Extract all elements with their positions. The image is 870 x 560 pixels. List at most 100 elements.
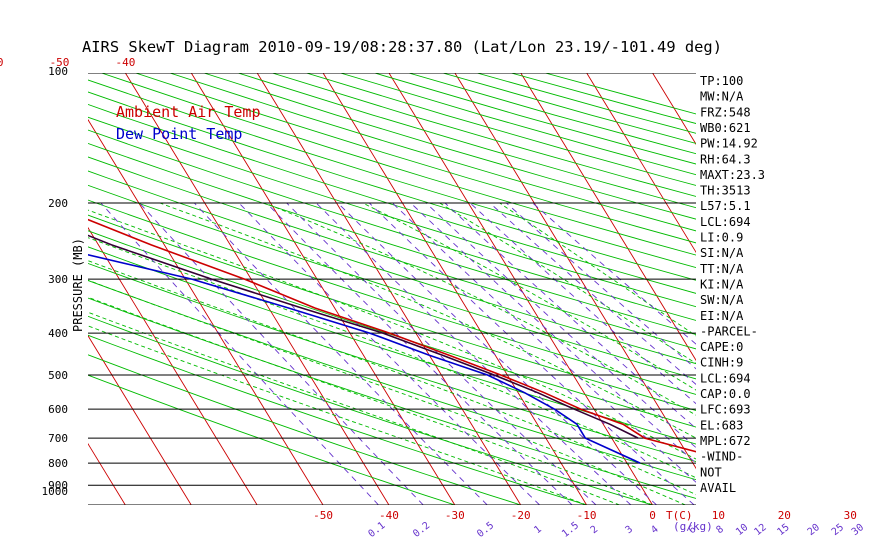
pressure-tick-label: 600 — [48, 403, 68, 416]
mixing-ratio-line — [506, 202, 696, 370]
stat-line: MPL:672 — [700, 434, 751, 448]
dry-adiabat-line — [88, 262, 696, 463]
dry-adiabat-line — [88, 297, 696, 499]
moist-adiabat-line — [88, 260, 696, 496]
parcel-line — [88, 234, 639, 439]
pressure-tick-label: 700 — [48, 432, 68, 445]
mixing-ratio-label: 0.5 — [475, 520, 496, 540]
ambient-temp-line — [88, 218, 696, 453]
pressure-tick-label: 900 — [48, 479, 68, 492]
mixing-ratio-label: 20 — [806, 522, 822, 538]
dry-adiabat-line — [88, 129, 696, 321]
mixing-ratio-label: 0.1 — [366, 520, 387, 540]
moist-adiabat-line — [88, 279, 686, 505]
dry-adiabat-line — [101, 73, 696, 256]
moist-adiabat-line — [88, 325, 587, 505]
mixing-ratio-line — [315, 202, 632, 505]
stat-line: LFC:693 — [700, 403, 751, 417]
chart-title: AIRS SkewT Diagram 2010-09-19/08:28:37.8… — [82, 38, 722, 56]
bottom-temp-tick-label: 10 — [712, 509, 725, 522]
isotherm-line — [88, 334, 192, 505]
mixing-unit-label: (g/kg) — [673, 520, 713, 533]
bottom-temp-tick-label: 20 — [778, 509, 791, 522]
bottom-temp-tick-label: -10 — [577, 509, 597, 522]
dry-adiabat-line — [88, 230, 696, 428]
isotherm-line — [256, 73, 522, 505]
plot-area — [88, 73, 870, 505]
stat-line: KI:N/A — [700, 277, 744, 291]
mixing-ratio-label: 3 — [624, 524, 636, 536]
moist-adiabat-line — [439, 202, 696, 364]
mixing-ratio-label: 1.5 — [560, 520, 581, 540]
x-unit-label: T(C) — [666, 509, 693, 522]
isotherm-line — [520, 73, 696, 362]
mixing-ratio-line — [489, 202, 696, 385]
dry-adiabat-line — [88, 79, 696, 268]
stat-line: LI:0.9 — [700, 231, 743, 245]
dry-adiabat-line — [340, 73, 696, 176]
stat-line: LCL:694 — [700, 371, 751, 385]
mixing-ratio-label: 12 — [753, 522, 769, 538]
mixing-ratio-label: 25 — [830, 522, 846, 538]
dry-adiabat-line — [442, 73, 696, 144]
bottom-temp-tick-label: -30 — [445, 509, 465, 522]
dry-adiabat-line — [88, 315, 653, 505]
bottom-temp-tick-label: 30 — [844, 509, 857, 522]
mixing-ratio-label: 15 — [775, 522, 791, 538]
top-temp-tick-label: -50 — [50, 56, 70, 69]
legend-ambient: Ambient Air Temp — [116, 103, 261, 121]
moist-adiabat-line — [88, 311, 620, 505]
dry-adiabat-line — [272, 73, 696, 197]
mixing-ratio-line — [469, 202, 696, 405]
mixing-ratio-label: 0.2 — [411, 520, 432, 540]
pressure-tick-label: 300 — [48, 273, 68, 286]
isotherm-line — [88, 226, 258, 505]
mixing-ratio-line — [532, 202, 696, 345]
mixing-ratio-label: 2 — [589, 524, 601, 536]
dry-adiabat-line — [88, 91, 696, 281]
dry-adiabat-line — [88, 214, 696, 411]
mixing-ratio-label: 1 — [532, 524, 544, 536]
moist-adiabat-line — [499, 202, 696, 337]
dry-adiabat-line — [169, 73, 696, 232]
mixing-ratio-line — [368, 202, 695, 505]
pressure-tick-label: 1000 — [42, 485, 69, 498]
stat-line: L57:5.1 — [700, 199, 751, 213]
isotherm-line — [652, 73, 696, 146]
stat-line: CAP:0.0 — [700, 387, 751, 401]
dry-adiabat-line — [88, 116, 696, 308]
pressure-tick-label: 800 — [48, 457, 68, 470]
isotherm-line — [88, 118, 324, 505]
mixing-ratio-label: 8 — [714, 524, 726, 536]
dry-adiabat-line — [88, 142, 696, 335]
stat-line: SW:N/A — [700, 293, 744, 307]
stat-line: MAXT:23.3 — [700, 168, 765, 182]
moist-adiabat-line — [159, 202, 696, 439]
stat-line: CINH:9 — [700, 356, 743, 370]
isotherm-line — [784, 73, 870, 505]
dry-adiabat-line — [88, 184, 696, 380]
bottom-temp-tick-label: -40 — [379, 509, 399, 522]
isotherm-line — [586, 73, 696, 254]
bottom-temp-tick-label: 0 — [649, 509, 656, 522]
dry-adiabat-line — [88, 170, 696, 365]
stat-line: WB0:621 — [700, 121, 751, 135]
mixing-ratio-label: 30 — [850, 522, 866, 538]
pressure-tick-label: 100 — [48, 65, 68, 78]
mixing-ratio-label: 6 — [687, 524, 699, 536]
y-axis-label: PRESSURE (MB) — [71, 238, 85, 332]
stat-line: -PARCEL- — [700, 324, 758, 338]
mixing-ratio-label: 10 — [734, 522, 750, 538]
pressure-tick-label: 400 — [48, 327, 68, 340]
legend-dewpoint: Dew Point Temp — [116, 125, 242, 143]
mixing-ratio-line — [337, 202, 657, 505]
mixing-ratio-line — [266, 202, 573, 505]
stat-line: TT:N/A — [700, 262, 744, 276]
mixing-ratio-line — [100, 202, 379, 505]
stat-line: FRZ:548 — [700, 105, 751, 119]
isotherm-line — [322, 73, 588, 505]
dry-adiabat-line — [88, 354, 521, 505]
dry-adiabat-line — [88, 103, 696, 294]
